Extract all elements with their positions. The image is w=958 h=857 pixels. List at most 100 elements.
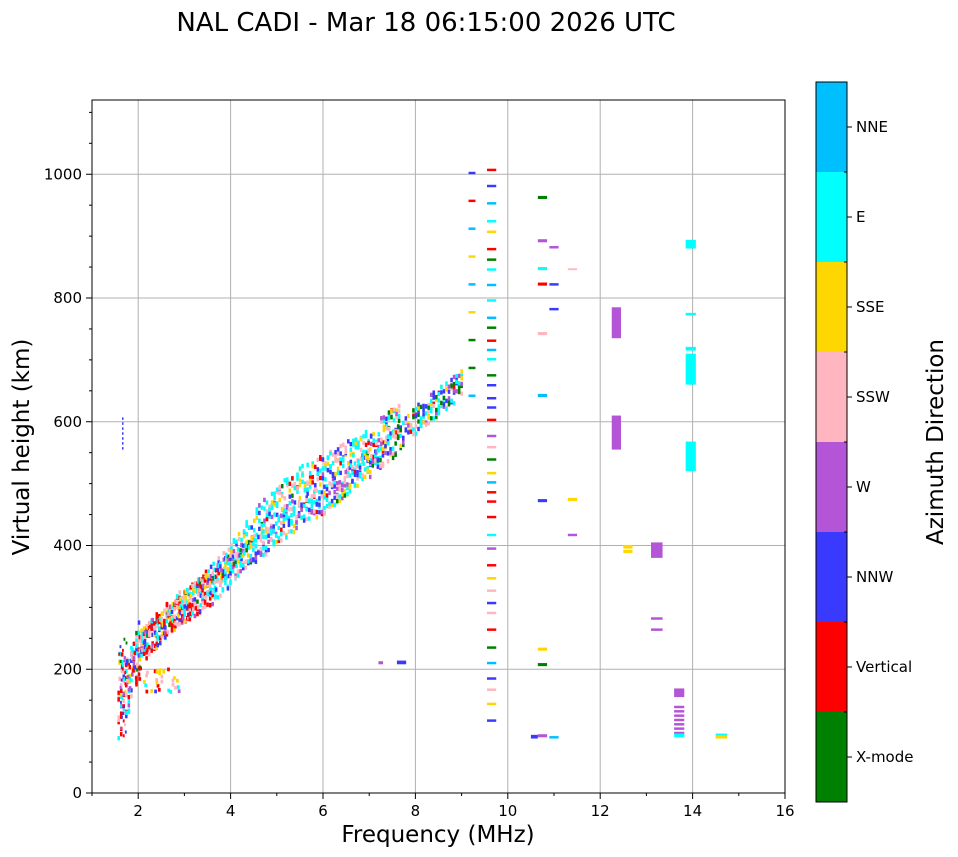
- echo-pixel: [397, 403, 401, 409]
- echo-pixel: [225, 552, 228, 558]
- echo-pixel: [442, 404, 446, 409]
- echo-pixel: [257, 550, 260, 555]
- echo-pixel: [254, 559, 258, 564]
- echo-pixel: [409, 429, 413, 434]
- echo-pixel: [119, 693, 122, 697]
- echo-pixel: [354, 437, 358, 442]
- echo-pixel: [352, 442, 355, 447]
- echo-pixel: [197, 604, 200, 609]
- echo-pixel: [128, 673, 132, 679]
- echo-pixel: [487, 577, 497, 580]
- echo-pixel: [487, 406, 497, 409]
- echo-pixel: [234, 575, 237, 581]
- echo-pixel: [285, 532, 288, 538]
- echo-pixel: [186, 604, 190, 609]
- echo-pixel: [249, 553, 253, 559]
- echo-pixel: [296, 486, 299, 491]
- echo-pixel: [267, 528, 270, 533]
- echo-pixel: [275, 489, 279, 495]
- echo-pixel: [318, 490, 321, 495]
- echo-pixel: [432, 416, 436, 421]
- echo-pixel: [307, 509, 311, 515]
- echo-pixel: [219, 575, 223, 580]
- echo-pixel: [135, 682, 138, 687]
- echo-pixel: [445, 387, 448, 392]
- echo-pixel: [363, 467, 367, 472]
- echo-pixel: [188, 607, 192, 613]
- echo-pixel: [181, 616, 185, 621]
- echo-pixel: [265, 500, 269, 505]
- echo-pixel: [328, 501, 331, 506]
- echo-pixel: [394, 441, 397, 446]
- echo-pixel: [225, 558, 228, 564]
- echo-pixel: [117, 697, 120, 702]
- echo-pixel: [487, 500, 497, 503]
- echo-pixel: [192, 590, 195, 596]
- echo-pixel: [145, 623, 148, 629]
- echo-pixel: [349, 441, 353, 447]
- echo-pixel: [260, 528, 264, 533]
- echo-pixel: [165, 619, 169, 624]
- echo-pixel: [362, 449, 365, 455]
- echo-pixel: [372, 454, 375, 460]
- echo-pixel: [343, 479, 347, 485]
- echo-pixel: [188, 596, 192, 601]
- echo-pixel: [158, 636, 162, 641]
- echo-pixel: [122, 417, 124, 420]
- echo-pixel: [419, 419, 423, 425]
- echo-pixel: [353, 469, 357, 475]
- echo-pixel: [120, 652, 124, 657]
- echo-pixel: [318, 496, 321, 501]
- echo-pixel: [308, 470, 312, 476]
- echo-pixel: [155, 680, 159, 685]
- echo-pixel: [379, 458, 382, 463]
- echo-pixel: [394, 435, 397, 440]
- echo-pixel: [318, 502, 321, 507]
- echo-pixel: [341, 487, 344, 493]
- chart-title: NAL CADI - Mar 18 06:15:00 2026 UTC: [176, 8, 675, 38]
- echo-pixel: [138, 648, 142, 653]
- echo-pixel: [235, 551, 238, 557]
- echo-pixel: [137, 672, 141, 677]
- echo-pixel: [285, 516, 288, 521]
- echo-pixel: [325, 493, 329, 498]
- echo-pixel: [274, 521, 278, 526]
- echo-pixel: [368, 469, 372, 475]
- echo-pixel: [457, 373, 461, 379]
- echo-pixel: [487, 384, 497, 387]
- echo-pixel: [409, 424, 413, 429]
- echo-pixel: [298, 478, 302, 483]
- echo-pixel: [193, 597, 197, 602]
- echo-pixel: [390, 414, 393, 420]
- echo-pixel: [219, 593, 222, 598]
- echo-pixel: [442, 402, 446, 407]
- echo-pixel: [347, 469, 350, 475]
- echo-pixel: [354, 464, 358, 470]
- echo-pixel: [290, 507, 293, 512]
- echo-pixel: [263, 522, 266, 527]
- echo-pixel: [414, 406, 418, 412]
- echo-pixel: [287, 522, 291, 528]
- echo-pixel: [188, 617, 192, 622]
- x-tick-label: 2: [133, 802, 143, 820]
- echo-pixel: [307, 498, 311, 503]
- echo-pixel: [183, 608, 187, 613]
- echo-pixel: [170, 628, 174, 633]
- echo-pixel: [166, 629, 170, 635]
- echo-pixel: [685, 312, 696, 316]
- echo-pixel: [272, 539, 275, 544]
- echo-pixel: [192, 597, 195, 603]
- echo-pixel: [537, 734, 548, 738]
- echo-pixel: [402, 440, 405, 445]
- echo-pixel: [274, 533, 278, 539]
- echo-pixel: [128, 680, 132, 684]
- echo-pixel: [224, 570, 227, 575]
- echo-pixel: [308, 484, 312, 489]
- echo-pixel: [396, 435, 400, 441]
- echo-pixel: [399, 445, 403, 451]
- echo-pixel: [252, 557, 255, 563]
- echo-pixel: [364, 433, 368, 439]
- echo-pixel: [316, 477, 320, 482]
- echo-pixel: [567, 533, 578, 537]
- echo-pixel: [435, 397, 438, 402]
